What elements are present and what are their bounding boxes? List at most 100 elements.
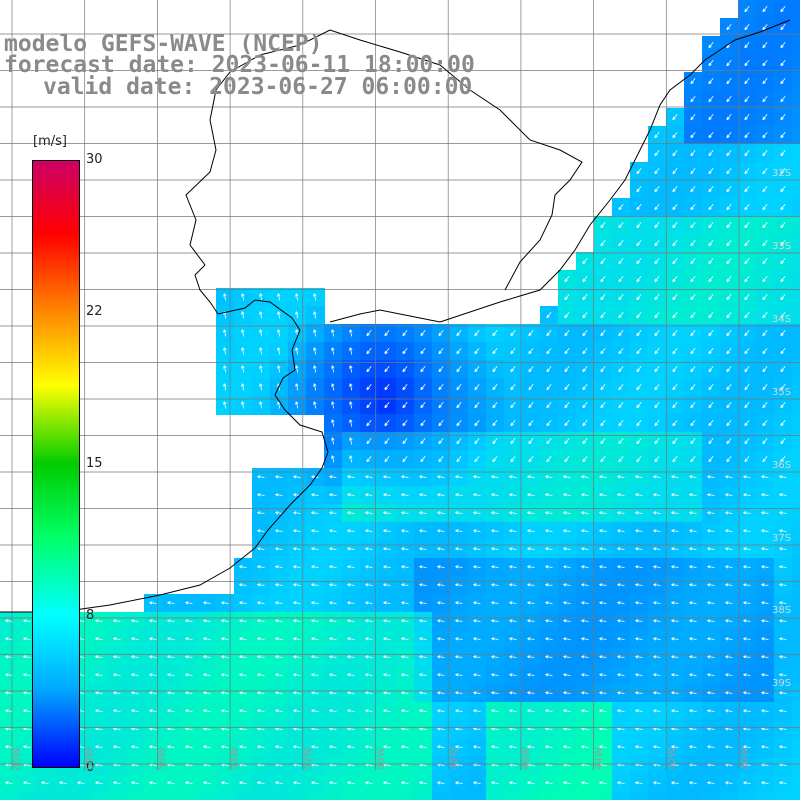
wind-cell [252,630,271,649]
wind-arrow [437,673,445,677]
wind-arrow [347,511,355,515]
wind-arrow [743,637,751,641]
wind-cell [738,18,757,37]
wind-cell [378,774,397,793]
wind-cell [648,378,667,397]
wind-arrow [762,60,768,67]
wind-cell [126,720,145,739]
wind-cell [144,702,163,721]
wind-arrow [599,709,607,713]
wind-arrow [672,276,678,283]
wind-arrow [257,493,265,497]
wind-arrow [546,438,552,445]
wind-cell [180,648,199,667]
wind-cell [540,576,559,595]
wind-cell [576,378,595,397]
wind-arrow [365,637,373,641]
wind-cell [144,684,163,703]
wind-cell [522,666,541,685]
wind-cell [792,198,800,217]
wind-cell [630,378,649,397]
wind-arrow [744,186,750,193]
wind-cell [306,540,325,559]
wind-cell [234,558,253,577]
wind-arrow [347,475,355,479]
wind-cell [486,342,505,361]
wind-cell [702,450,721,469]
wind-cell [702,90,721,109]
wind-cell [720,198,739,217]
wind-cell [684,270,703,289]
wind-arrow [293,619,301,623]
wind-arrow [131,673,139,677]
wind-cell [432,414,451,433]
lon-label: 58W [85,747,96,770]
wind-cell [576,504,595,523]
wind-arrow [671,475,679,479]
wind-cell [486,630,505,649]
wind-cell [666,360,685,379]
wind-cell [324,738,343,757]
wind-cell [324,558,343,577]
wind-cell [450,666,469,685]
wind-cell [0,738,19,757]
wind-arrow [690,366,696,373]
wind-arrow [545,601,553,605]
wind-cell [612,594,631,613]
wind-cell [738,108,757,127]
wind-arrow [527,745,535,749]
wind-cell [306,702,325,721]
wind-cell [702,108,721,127]
wind-cell [612,612,631,631]
wind-cell [756,666,775,685]
wind-arrow [203,637,211,641]
wind-arrow [563,745,571,749]
wind-arrow [384,420,390,427]
wind-arrow [257,583,265,587]
wind-arrow [599,475,607,479]
wind-arrow [617,583,625,587]
wind-cell [594,684,613,703]
wind-cell [756,486,775,505]
wind-arrow [762,186,768,193]
wind-cell [702,216,721,235]
wind-cell [792,468,800,487]
wind-cell [540,756,559,775]
wind-arrow [527,673,535,677]
wind-arrow [456,402,462,409]
wind-arrow [780,258,786,265]
wind-arrow [707,745,715,749]
wind-cell [558,450,577,469]
wind-arrow [473,673,481,677]
wind-cell [540,648,559,667]
wind-arrow [437,745,445,749]
wind-arrow [744,96,750,103]
wind-cell [594,450,613,469]
wind-arrow [419,637,427,641]
wind-cell [684,324,703,343]
wind-arrow [455,475,463,479]
wind-arrow [581,565,589,569]
wind-cell [738,612,757,631]
wind-cell [324,612,343,631]
wind-arrow [708,168,714,175]
wind-cell [486,720,505,739]
wind-arrow [708,456,714,463]
wind-arrow [744,258,750,265]
wind-cell [252,522,271,541]
wind-cell [486,756,505,775]
wind-arrow [744,60,750,67]
wind-arrow [672,222,678,229]
wind-arrow [259,401,263,409]
wind-cell [540,720,559,739]
wind-cell [792,324,800,343]
wind-arrow [600,258,606,265]
wind-cell [630,630,649,649]
wind-cell [684,720,703,739]
wind-arrow [185,619,193,623]
wind-arrow [744,42,750,49]
wind-cell [792,756,800,775]
wind-arrow [437,601,445,605]
wind-arrow [725,529,733,533]
wind-arrow [528,366,534,373]
